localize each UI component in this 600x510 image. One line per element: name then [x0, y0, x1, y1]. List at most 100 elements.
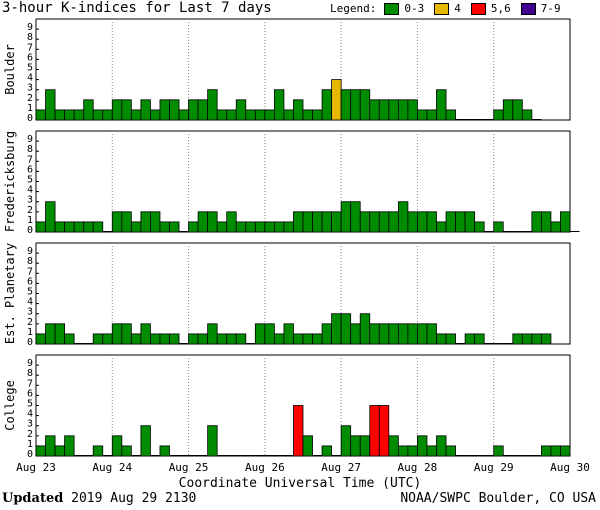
legend-swatch-5-6	[470, 2, 486, 15]
k-index-bar	[54, 445, 66, 457]
k-index-bar	[293, 211, 304, 233]
k-index-bar	[378, 405, 390, 457]
k-index-bar	[302, 211, 313, 233]
k-index-bar	[436, 221, 447, 233]
k-index-bar	[445, 445, 456, 457]
k-index-bar	[207, 211, 218, 233]
k-index-bar	[273, 333, 285, 345]
k-index-bar	[445, 333, 456, 345]
legend-text-0-3: 0-3	[404, 2, 425, 15]
k-index-bar	[264, 221, 275, 233]
legend-item-4: 4	[434, 2, 461, 15]
y-tick-label: 6	[27, 388, 33, 399]
y-tick-label: 4	[27, 73, 33, 84]
y-tick-label: 6	[27, 276, 33, 287]
k-index-bar	[321, 89, 333, 121]
y-tick-label: 9	[27, 22, 33, 33]
y-tick-label: 6	[27, 164, 33, 175]
k-index-bar	[369, 405, 380, 457]
k-index-bar	[197, 333, 209, 345]
k-index-bar	[235, 221, 247, 233]
k-index-bar	[92, 221, 104, 233]
k-index-bar	[417, 323, 428, 345]
y-tick-label: 6	[27, 52, 33, 63]
credit-text: NOAA/SWPC Boulder, CO USA	[400, 491, 596, 506]
k-index-bar	[464, 211, 476, 233]
k-index-bar	[54, 323, 66, 345]
k-index-bar	[73, 221, 85, 233]
k-index-bar	[521, 333, 533, 345]
k-index-bar	[150, 211, 161, 233]
k-index-bar	[273, 89, 285, 121]
x-tick-label: Aug 25	[169, 461, 209, 474]
x-tick-label: Aug 29	[474, 461, 514, 474]
k-index-bar	[254, 109, 266, 121]
k-index-bar	[283, 323, 294, 345]
k-index-bar	[540, 211, 552, 233]
k-index-bar	[83, 99, 94, 121]
k-index-bar	[388, 99, 399, 121]
k-index-bar	[378, 99, 390, 121]
k-index-bar	[474, 221, 485, 233]
y-tick-label: 7	[27, 154, 33, 165]
y-tick-label: 0	[27, 337, 33, 348]
k-index-bar	[397, 445, 409, 457]
k-index-bar	[264, 109, 275, 121]
legend-text-4: 4	[454, 2, 461, 15]
k-index-bar	[102, 333, 113, 345]
k-index-bar	[235, 333, 247, 345]
k-index-bar	[235, 99, 247, 121]
y-tick-label: 5	[27, 175, 33, 186]
k-index-bar	[216, 109, 228, 121]
k-index-bar	[369, 323, 380, 345]
k-index-bar	[159, 99, 170, 121]
y-tick-label: 9	[27, 134, 33, 145]
x-tick-label: Aug 24	[92, 461, 132, 474]
k-index-bar	[226, 211, 237, 233]
k-index-bar	[417, 211, 428, 233]
k-index-bar	[417, 435, 428, 457]
k-index-bar	[331, 79, 342, 121]
panel-title: Est. Planetary	[3, 243, 17, 344]
k-index-bar	[560, 445, 571, 457]
k-index-bar	[312, 333, 323, 345]
panel-title: Boulder	[3, 44, 17, 95]
k-index-chart: 0123456789Boulder0123456789Fredericksbur…	[3, 18, 590, 474]
k-index-bar	[111, 323, 123, 345]
k-index-bar	[64, 435, 75, 457]
k-index-bar	[369, 99, 380, 121]
k-index-bar	[540, 333, 552, 345]
k-index-bar	[140, 99, 151, 121]
k-index-bar	[540, 445, 552, 457]
x-tick-label: Aug 26	[245, 461, 285, 474]
k-index-bar	[64, 109, 75, 121]
y-tick-label: 7	[27, 378, 33, 389]
k-index-bar	[35, 445, 46, 457]
y-tick-label: 8	[27, 32, 33, 43]
k-index-bar	[502, 99, 514, 121]
k-index-bar	[321, 211, 333, 233]
k-index-bar	[245, 221, 256, 233]
k-index-bar	[188, 99, 199, 121]
k-index-bar	[436, 333, 447, 345]
k-index-bar	[293, 405, 304, 457]
y-tick-label: 5	[27, 63, 33, 74]
legend-swatch-0-3	[384, 2, 400, 15]
y-tick-label: 4	[27, 409, 33, 420]
k-index-bar	[407, 211, 418, 233]
k-index-bar	[445, 109, 456, 121]
x-tick-label: Aug 27	[321, 461, 361, 474]
legend: Legend: 0-3 4 5,6 7-9	[330, 2, 571, 15]
k-index-bar	[340, 425, 352, 457]
y-tick-label: 3	[27, 419, 33, 430]
k-index-bar	[130, 333, 142, 345]
k-index-bar	[92, 109, 104, 121]
k-index-bar	[140, 425, 151, 457]
x-axis-title: Coordinate Universal Time (UTC)	[178, 476, 422, 491]
k-index-bar	[226, 333, 237, 345]
legend-text-7-9: 7-9	[540, 2, 561, 15]
k-index-bar	[397, 99, 409, 121]
k-index-bar	[169, 99, 180, 121]
k-index-bar	[521, 109, 533, 121]
k-index-bar	[121, 323, 132, 345]
